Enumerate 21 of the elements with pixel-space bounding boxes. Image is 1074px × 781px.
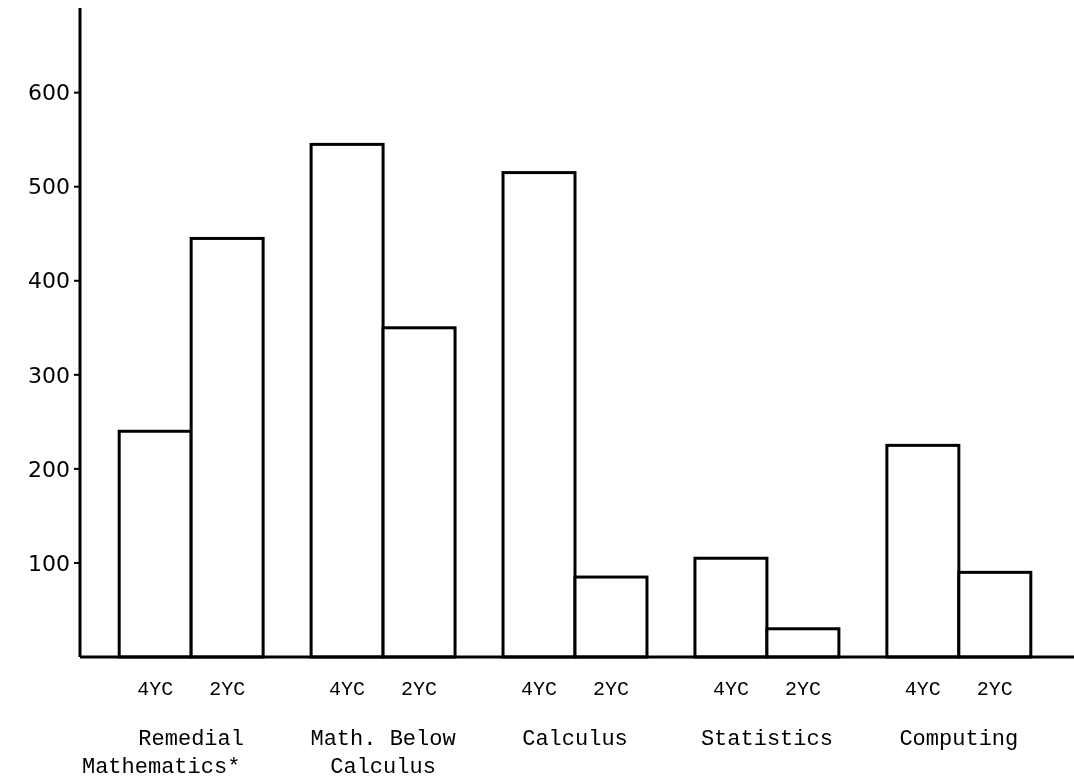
text: 2YC: [976, 678, 1013, 701]
text: 2YC: [401, 678, 438, 701]
x-tick-label: Math. Below Calculus: [310, 727, 456, 780]
series-label: 2YC: [209, 678, 246, 701]
text: 4YC: [521, 678, 558, 701]
x-tick-label: Calculus: [522, 727, 628, 752]
text: 4YC: [712, 678, 749, 701]
text: 4YC: [904, 678, 941, 701]
x-tick-label: Computing: [899, 727, 1019, 752]
y-tick-label: 100: [28, 550, 70, 576]
y-tick-label: 600: [28, 80, 70, 106]
text: 4YC: [329, 678, 366, 701]
text: 2YC: [784, 678, 821, 701]
y-tick-label: 200: [28, 456, 70, 482]
y-tick-label: 400: [28, 268, 70, 294]
series-label: 4YC: [137, 678, 174, 701]
y-tick-label: 300: [28, 362, 70, 388]
x-tick-label: Remedial Mathematics*: [81, 727, 244, 780]
x-tick-label: Statistics: [700, 727, 833, 752]
text: 2YC: [592, 678, 629, 701]
y-tick-label: 500: [28, 174, 70, 200]
